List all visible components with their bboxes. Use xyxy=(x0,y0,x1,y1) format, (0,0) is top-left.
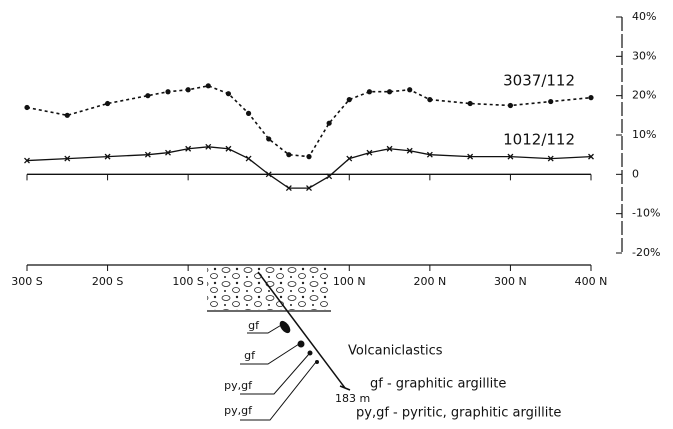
y-tick-label: -20% xyxy=(632,246,660,259)
leader xyxy=(240,343,300,365)
y-tick-label: 30% xyxy=(632,49,656,62)
point xyxy=(104,153,111,160)
point xyxy=(266,136,272,142)
point xyxy=(426,151,433,158)
point xyxy=(64,112,70,118)
point xyxy=(406,147,413,154)
annotation: 183 m xyxy=(335,392,370,405)
point xyxy=(386,89,393,95)
point xyxy=(245,110,252,116)
point xyxy=(24,157,30,164)
point xyxy=(205,83,211,89)
point xyxy=(346,155,353,162)
annotation: gf xyxy=(248,319,260,332)
point xyxy=(225,145,232,152)
y-tick-label: 40% xyxy=(632,10,656,23)
point xyxy=(507,153,514,160)
point xyxy=(265,171,272,178)
drill-hole xyxy=(257,271,346,389)
annotation: py,gf - pyritic, graphitic argillite xyxy=(356,406,561,421)
point xyxy=(326,120,332,126)
point xyxy=(64,155,71,162)
leader xyxy=(240,361,317,421)
point xyxy=(245,155,252,162)
point xyxy=(205,143,212,150)
point xyxy=(165,89,171,95)
x-tick-label: 100 N xyxy=(333,275,366,288)
leader xyxy=(247,323,284,334)
point xyxy=(306,154,312,160)
annotation: py,gf xyxy=(224,379,253,392)
point xyxy=(427,97,433,103)
y-tick-label: -10% xyxy=(632,207,660,220)
point xyxy=(104,100,111,107)
leader xyxy=(240,353,310,395)
point xyxy=(507,102,514,109)
annotation: py,gf xyxy=(224,404,253,417)
point xyxy=(386,145,393,152)
point xyxy=(144,151,151,158)
point xyxy=(548,98,554,105)
drill-end xyxy=(339,385,351,391)
point xyxy=(467,153,474,160)
point xyxy=(346,97,352,103)
gf-zone xyxy=(279,320,291,334)
point xyxy=(165,149,171,156)
annotation: gf xyxy=(244,349,256,362)
x-tick-label: 200 N xyxy=(413,275,446,288)
point xyxy=(185,87,191,93)
point xyxy=(407,87,413,93)
annotation: Volcaniclastics xyxy=(348,344,443,359)
y-tick-label: 20% xyxy=(632,89,656,102)
x-tick-label: 300 N xyxy=(494,275,527,288)
x-tick-label: 200 S xyxy=(92,275,123,288)
point xyxy=(24,104,30,111)
point xyxy=(145,93,151,99)
point xyxy=(185,145,192,152)
x-tick-label: 100 S xyxy=(172,275,203,288)
y-tick-label: 10% xyxy=(632,128,656,141)
annotation: gf - graphitic argillite xyxy=(370,377,506,392)
point xyxy=(588,153,594,160)
point xyxy=(225,91,232,97)
series-line xyxy=(26,85,592,158)
point xyxy=(467,100,473,107)
gf-zone xyxy=(297,340,305,348)
point xyxy=(285,185,292,192)
series-label: 1012/112 xyxy=(503,131,575,149)
point xyxy=(547,155,554,162)
point xyxy=(286,152,292,158)
point xyxy=(306,185,312,192)
rubble-zone xyxy=(207,266,331,310)
point xyxy=(366,89,373,95)
series-label: 3037/112 xyxy=(503,72,575,90)
pygf-zone xyxy=(315,360,319,364)
point xyxy=(326,173,333,180)
y-tick-label: 0 xyxy=(632,167,639,180)
x-tick-label: 300 S xyxy=(11,275,42,288)
series-line xyxy=(26,146,592,189)
point xyxy=(366,149,373,156)
point xyxy=(588,95,594,101)
x-tick-label: 400 N xyxy=(575,275,608,288)
